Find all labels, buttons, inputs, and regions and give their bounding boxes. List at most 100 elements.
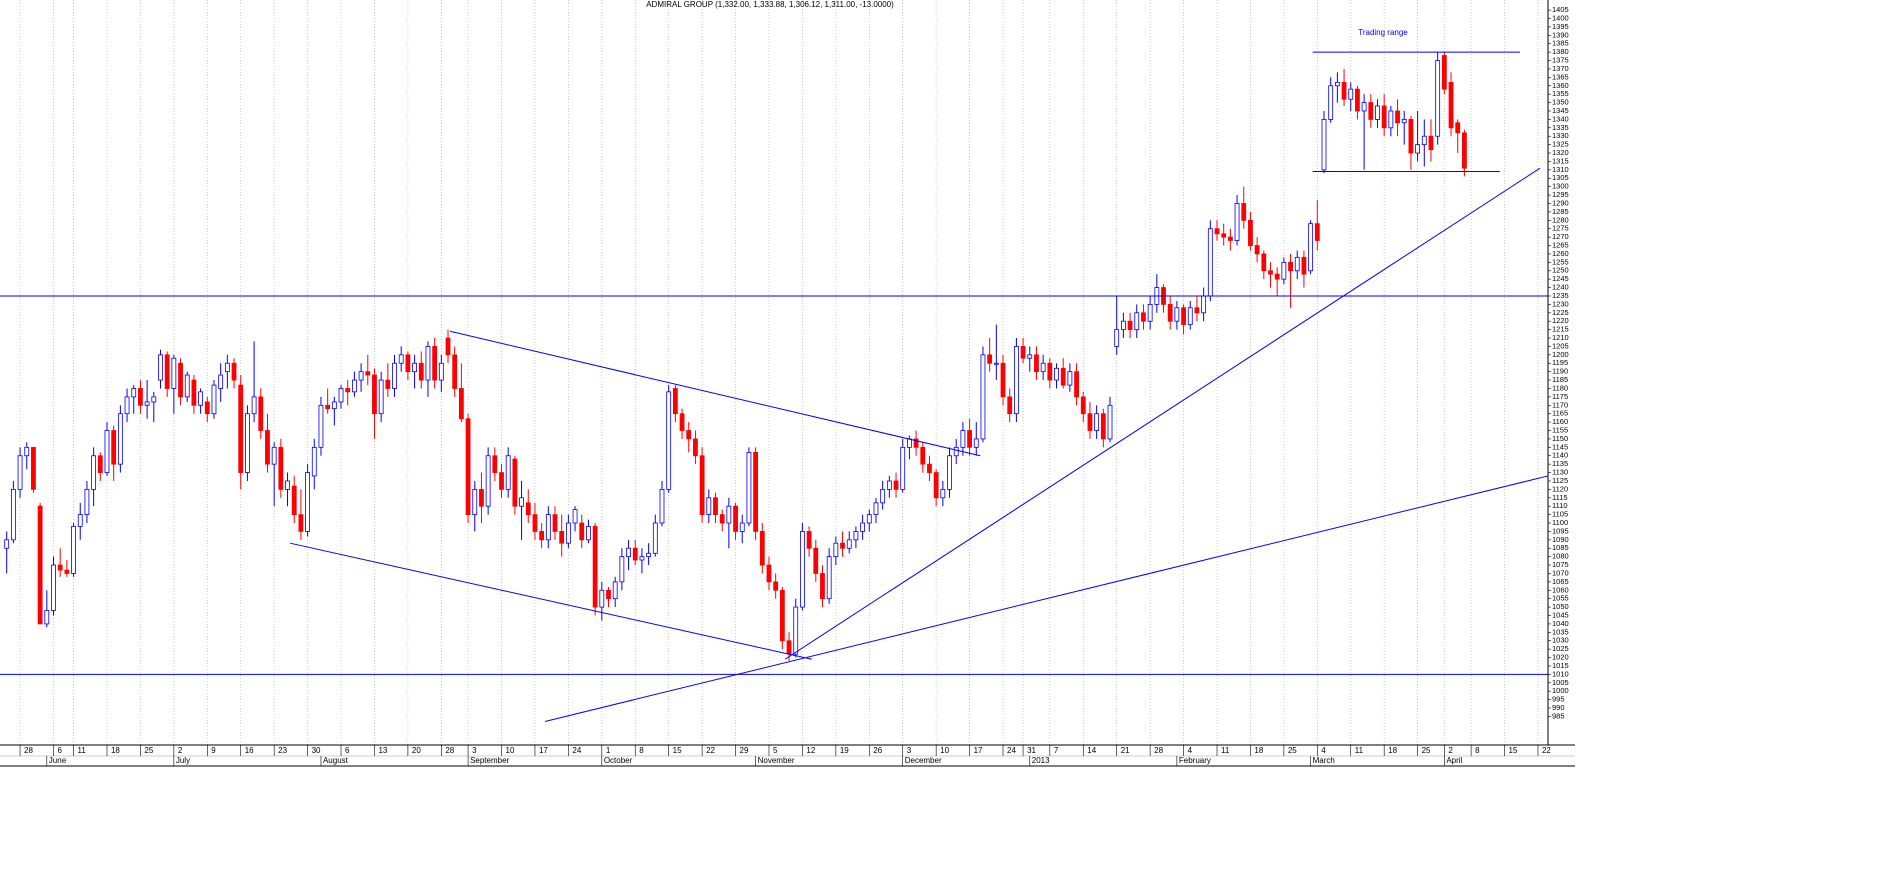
candle-body (1321, 119, 1327, 171)
candle-body (813, 547, 819, 574)
candle-body (525, 502, 531, 516)
candle-body (338, 388, 344, 403)
candle-body (545, 514, 551, 541)
candle-body (398, 354, 404, 364)
trend-line (544, 475, 1549, 722)
candle-body (97, 455, 103, 473)
x-tick-label: 3 (907, 746, 912, 755)
y-tick-label: 1365 (1552, 72, 1569, 81)
y-tick-label: 1095 (1552, 526, 1569, 535)
candle-body (485, 455, 491, 507)
candle-body (1027, 354, 1033, 359)
x-tick-label: 9 (211, 746, 216, 755)
candle-body (1047, 362, 1053, 381)
candle-body (1254, 245, 1260, 255)
y-tick-label: 1080 (1552, 552, 1569, 561)
y-tick-label: 1030 (1552, 636, 1569, 645)
candle-body (666, 391, 672, 490)
y-tick-label: 1130 (1552, 468, 1568, 477)
candle-body (920, 446, 926, 465)
candle-body (907, 438, 912, 448)
candle-body (1181, 307, 1186, 325)
candle-body (1040, 362, 1046, 373)
candle-body (124, 396, 130, 415)
candle-body (1281, 261, 1287, 280)
candle-body (893, 480, 899, 490)
x-tick-label: 28 (445, 746, 454, 755)
candle-body (1341, 82, 1347, 100)
candle-body (1067, 371, 1073, 386)
x-tick-label: 25 (1288, 746, 1297, 755)
x-tick-label: 14 (1087, 746, 1096, 755)
x-tick-label: 22 (706, 746, 715, 755)
candle-body (559, 531, 565, 544)
candle-body (1114, 329, 1120, 347)
candle-body (840, 542, 845, 549)
candle-body (438, 362, 444, 381)
candle-body (532, 514, 538, 532)
candle-body (191, 379, 197, 406)
x-tick-label: 24 (1007, 746, 1016, 755)
candle-body (606, 589, 611, 600)
y-tick-label: 1260 (1552, 249, 1569, 258)
x-tick-label: 16 (245, 746, 254, 755)
candle-body (746, 451, 752, 524)
candle-body (619, 556, 625, 583)
x-tick-label: 10 (940, 746, 949, 755)
candle-body (539, 531, 545, 541)
y-tick-label: 1195 (1552, 358, 1568, 367)
candle-body (880, 488, 886, 504)
candle-body (305, 472, 310, 532)
y-tick-label: 1355 (1552, 89, 1569, 98)
candle-body (632, 547, 638, 561)
y-tick-label: 1060 (1552, 585, 1569, 594)
candle-body (586, 525, 591, 541)
y-tick-label: 1055 (1552, 594, 1569, 603)
y-tick-label: 1270 (1552, 232, 1569, 241)
candle-body (405, 354, 411, 373)
candle-body (1120, 320, 1126, 331)
candle-body (44, 610, 50, 625)
y-tick-label: 1190 (1552, 367, 1568, 376)
x-tick-label: 28 (1154, 746, 1163, 755)
candle-body (1141, 312, 1146, 322)
month-label: April (1446, 756, 1462, 765)
y-tick-label: 1230 (1552, 299, 1569, 308)
candle-body (572, 509, 578, 524)
y-tick-label: 1330 (1552, 131, 1569, 140)
y-tick-label: 1345 (1552, 106, 1569, 115)
trend-line (449, 330, 981, 457)
y-tick-label: 1285 (1552, 207, 1569, 216)
candle-body (987, 354, 993, 364)
candle-body (1174, 307, 1180, 322)
month-label: June (49, 756, 67, 765)
trend-line (290, 542, 812, 660)
candle-body (265, 430, 270, 465)
x-tick-label: 2 (178, 746, 183, 755)
candle-body (960, 430, 966, 448)
y-tick-label: 1350 (1552, 98, 1569, 107)
candle-body (626, 547, 631, 558)
candle-body (325, 404, 331, 410)
x-tick-label: 22 (1542, 746, 1551, 755)
x-tick-label: 7 (1054, 746, 1059, 755)
candle-body (1241, 203, 1247, 221)
y-tick-label: 1370 (1552, 64, 1569, 73)
candle-body (612, 581, 618, 600)
x-tick-label: 18 (111, 746, 120, 755)
candle-body (1348, 88, 1354, 100)
x-tick-label: 1 (606, 746, 611, 755)
candle-body (1187, 307, 1193, 325)
candle-body (479, 488, 484, 507)
candle-body (980, 354, 986, 440)
candle-body (1294, 256, 1300, 272)
annotation: Trading range (1358, 28, 1408, 37)
y-tick-label: 1040 (1552, 619, 1569, 628)
x-tick-label: 4 (1188, 746, 1193, 755)
candle-body (138, 388, 143, 406)
candle-body (64, 569, 70, 574)
y-tick-label: 1235 (1552, 291, 1569, 300)
candle-body (1368, 102, 1374, 120)
candle-body (953, 446, 959, 457)
candle-body (1214, 228, 1220, 235)
